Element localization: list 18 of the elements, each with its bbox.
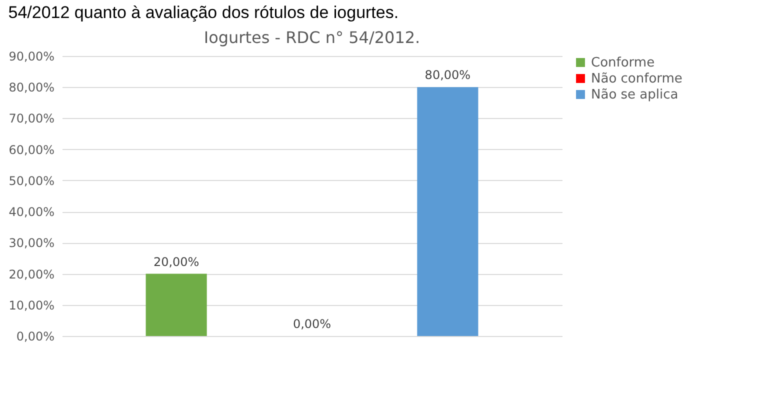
data-label: 80,00% bbox=[424, 68, 471, 82]
legend-label: Não conforme bbox=[591, 72, 682, 86]
text: 54/2012 quanto à avaliação dos rótulos de iogurtes. bbox=[8, 3, 399, 22]
y-tick-label: 0,00% bbox=[16, 330, 54, 344]
y-tick-label: 10,00% bbox=[8, 298, 54, 312]
chart-title: Iogurtes - RDC n° 54/2012. bbox=[204, 28, 420, 47]
y-tick-label: 70,00% bbox=[8, 112, 54, 126]
y-tick-label: 20,00% bbox=[8, 267, 54, 282]
legend-label: Não se aplica bbox=[591, 88, 678, 102]
legend-label: Conforme bbox=[591, 56, 655, 70]
y-tick-label: 80,00% bbox=[8, 80, 54, 95]
y-tick-label: 60,00% bbox=[8, 142, 54, 157]
y-tick-label: 30,00% bbox=[8, 236, 54, 250]
data-label: 0,00% bbox=[292, 317, 332, 331]
y-tick-label: 50,00% bbox=[8, 174, 54, 188]
y-tick-label: 40,00% bbox=[8, 205, 54, 220]
y-tick-label: 90,00% bbox=[8, 50, 54, 64]
data-label: 20,00% bbox=[153, 254, 200, 269]
